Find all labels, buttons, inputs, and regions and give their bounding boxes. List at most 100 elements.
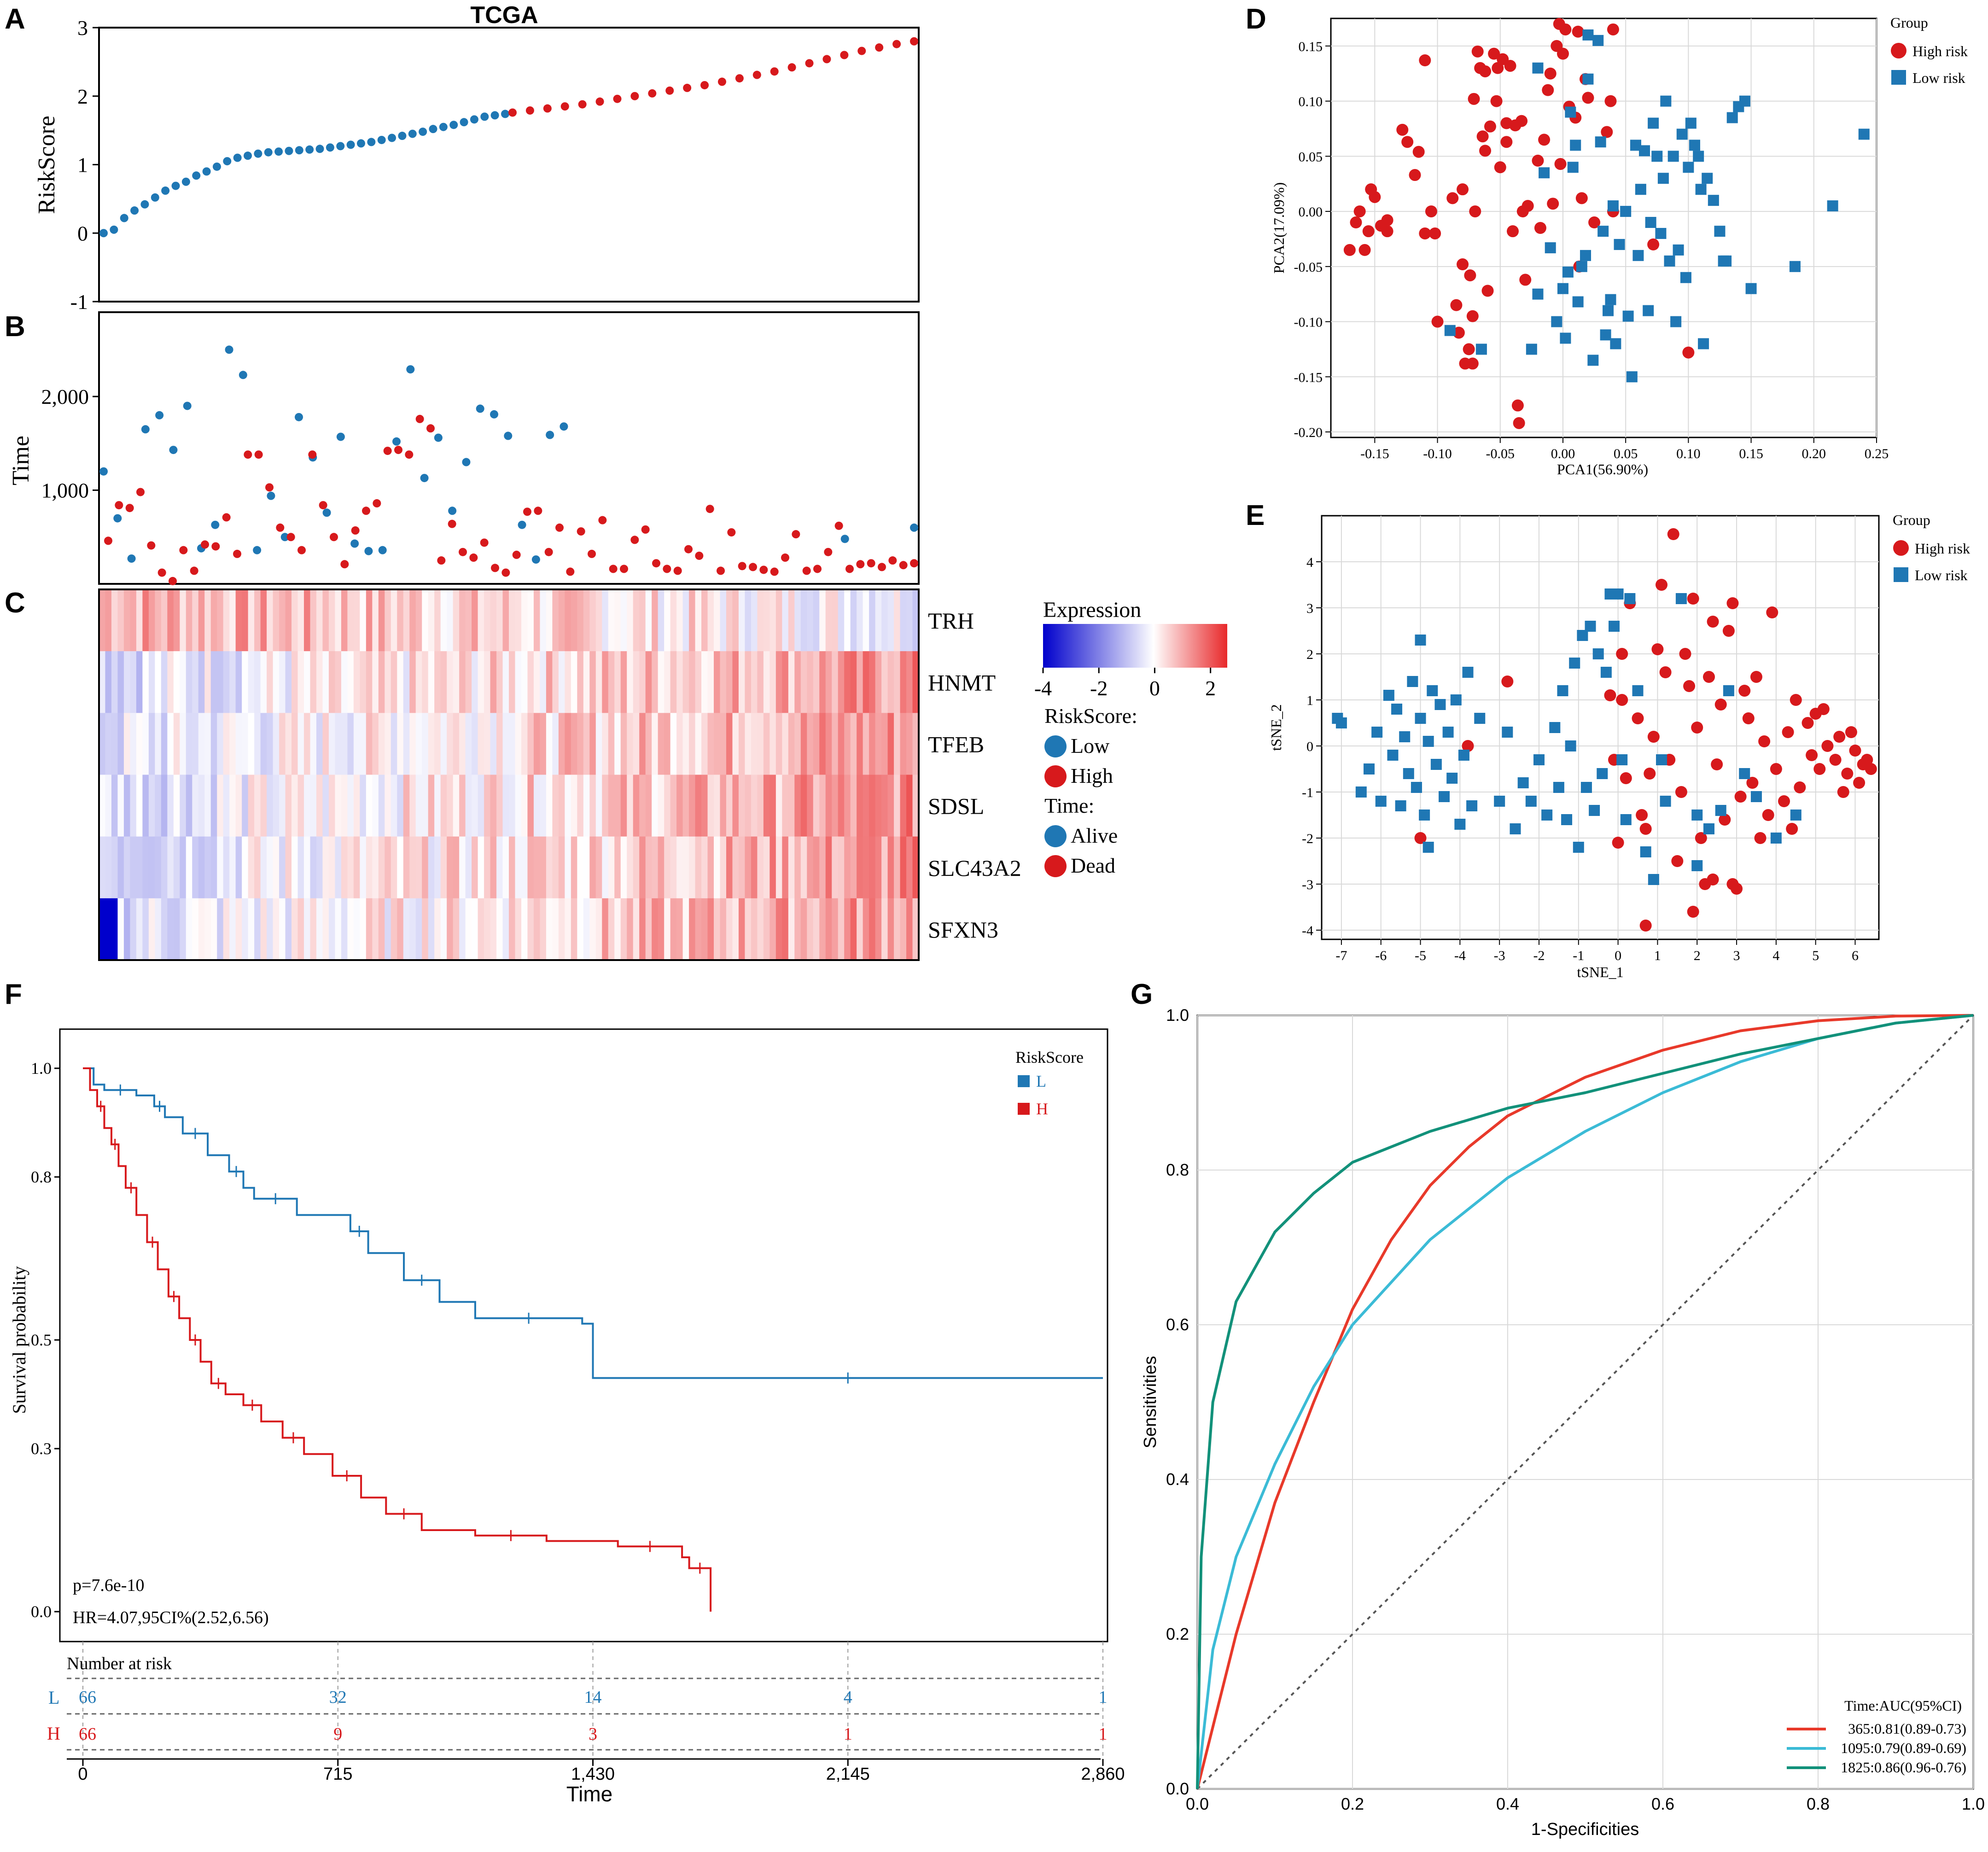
pca-point-low — [1570, 140, 1581, 151]
panel-a-ytick-label: 2 — [77, 85, 88, 108]
heatmap-cell — [297, 898, 304, 961]
heatmap-cell — [192, 713, 199, 775]
heatmap-cell — [360, 836, 367, 899]
heatmap-cell — [136, 775, 143, 837]
pca-point-low — [1572, 296, 1584, 308]
tsne-point-low — [1592, 648, 1604, 659]
heatmap-cell — [676, 775, 683, 837]
panel-label-d: D — [1246, 3, 1266, 35]
riskscore-point-low — [326, 143, 334, 152]
tsne-point-low — [1549, 722, 1561, 733]
tsne-point-low — [1383, 690, 1394, 701]
heatmap-cell — [180, 651, 187, 713]
pca-point-high — [1457, 183, 1469, 196]
heatmap-cell — [670, 651, 677, 713]
pca-point-high — [1409, 169, 1421, 181]
risk-table: Number at risk L H 66 66 32 9 14 3 4 1 1 1 — [47, 1654, 1108, 1751]
heatmap-cell — [142, 836, 149, 899]
heatmap-cell — [428, 589, 435, 652]
time-point-alive — [364, 547, 373, 555]
heatmap-cell — [360, 589, 367, 652]
tsne-legend-high-label: High risk — [1915, 540, 1970, 557]
heatmap-cell — [701, 775, 708, 837]
heatmap-cell — [428, 898, 435, 961]
heatmap-cell — [633, 651, 640, 713]
tsne-point-low — [1620, 814, 1632, 825]
tsne-point-low — [1399, 731, 1411, 742]
heatmap-cell — [378, 775, 385, 837]
tsne-point-low — [1430, 759, 1442, 770]
heatmap-cell — [459, 713, 466, 775]
time-point-dead — [405, 450, 414, 459]
colorbar-tick-label: -2 — [1090, 676, 1108, 700]
heatmap-cell — [863, 713, 869, 775]
riskscore-point-low — [377, 135, 386, 144]
riskscore-point-high — [822, 55, 831, 64]
pca-point-high — [1588, 216, 1601, 229]
pca-xtick-label: -0.05 — [1486, 446, 1515, 461]
tsne-point-high — [1750, 671, 1762, 683]
tsne-point-high — [1687, 593, 1699, 605]
pca-point-low — [1562, 266, 1574, 278]
heatmap-cell — [192, 898, 199, 961]
time-point-dead — [373, 499, 381, 508]
heatmap-cell — [502, 651, 509, 713]
heatmap-cell — [217, 836, 224, 899]
heatmap-cell — [180, 775, 187, 837]
time-point-dead — [394, 446, 402, 454]
panel-a-ytick-label: 0 — [77, 221, 88, 245]
heatmap-cell — [775, 651, 782, 713]
heatmap-cell — [844, 651, 851, 713]
heatmap-cell — [260, 836, 267, 899]
pca-point-high — [1425, 205, 1437, 218]
heatmap-cell — [869, 589, 876, 652]
tsne-point-high — [1711, 758, 1723, 770]
tsne-point-low — [1557, 685, 1568, 696]
heatmap-cell — [775, 589, 782, 652]
heatmap-cell — [148, 713, 155, 775]
heatmap-cell — [838, 713, 845, 775]
heatmap-cell — [148, 651, 155, 713]
panel-f-ylabel: Survival probability — [9, 1266, 29, 1414]
time-point-dead — [448, 519, 456, 528]
heatmap-cell — [714, 898, 721, 961]
heatmap-cell — [478, 651, 484, 713]
panel-e-frame — [1321, 515, 1880, 940]
heatmap-cell — [490, 651, 497, 713]
tsne-point-high — [1604, 689, 1616, 701]
heatmap-cell — [800, 775, 807, 837]
heatmap-cell — [620, 836, 627, 899]
heatmap-cell — [738, 898, 746, 961]
heatmap-cell — [198, 775, 205, 837]
tsne-point-high — [1671, 855, 1684, 867]
heatmap-cell — [546, 713, 553, 775]
riskscore-point-low — [429, 125, 437, 134]
pca-xtick-label: 0.20 — [1802, 446, 1826, 461]
colorbar-tick-label: -4 — [1034, 676, 1052, 700]
heatmap-cell — [173, 651, 180, 713]
roc-legend-label: 1825:0.86(0.96-0.76) — [1841, 1759, 1966, 1776]
heatmap-cell — [906, 713, 913, 775]
time-point-alive — [448, 507, 457, 515]
heatmap-cell — [316, 836, 323, 899]
heatmap-cell — [186, 589, 192, 652]
heatmap-cell — [353, 589, 360, 652]
tsne-point-low — [1466, 800, 1478, 811]
tsne-point-low — [1462, 667, 1474, 678]
pca-point-low — [1664, 255, 1675, 267]
tsne-point-low — [1660, 796, 1671, 807]
heatmap-cell — [304, 713, 311, 775]
time-point-alive — [267, 491, 275, 500]
pca-point-low — [1714, 226, 1726, 237]
roc-ytick-label: 1.0 — [1166, 1006, 1189, 1025]
riskscore-point-high — [805, 59, 814, 68]
heatmap-cell — [155, 836, 162, 899]
riskscore-point-low — [460, 118, 468, 127]
heatmap-cell — [589, 775, 596, 837]
heatmap-cell — [210, 713, 217, 775]
heatmap-cell — [397, 775, 404, 837]
heatmap-cell — [391, 589, 397, 652]
heatmap-cell — [385, 713, 391, 775]
heatmap-cell — [832, 651, 839, 713]
tsne-point-low — [1355, 786, 1367, 798]
